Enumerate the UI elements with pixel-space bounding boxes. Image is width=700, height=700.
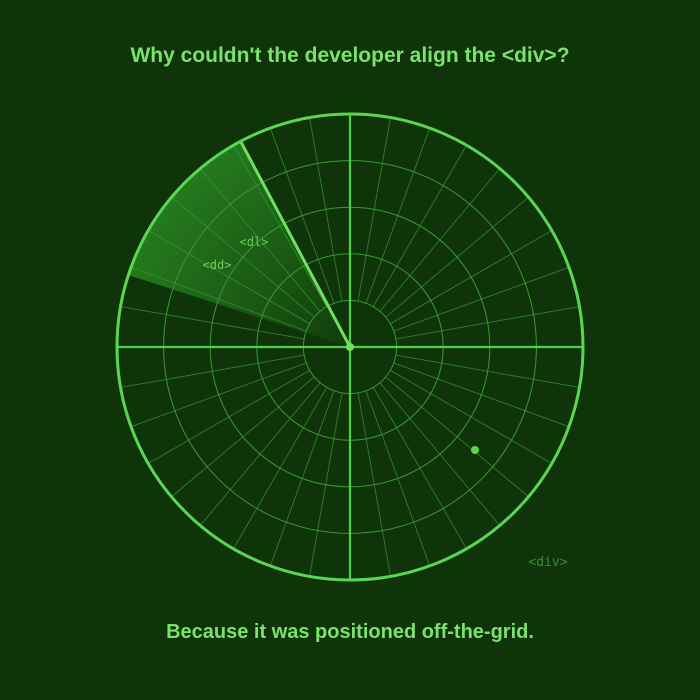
radar-sweep [128, 141, 350, 347]
blip-dl-label: <dl> [240, 235, 269, 249]
blip-dd-label: <dd> [203, 258, 232, 272]
joke-answer: Because it was positioned off-the-grid. [166, 621, 534, 643]
joke-question: Why couldn't the developer align the <di… [130, 44, 570, 67]
radar-contact-blip [471, 446, 479, 454]
radar-center-dot [346, 343, 354, 351]
radar-sweep-line [239, 140, 352, 348]
off-grid-div-label: <div> [528, 555, 567, 570]
radar-rim [115, 112, 585, 582]
